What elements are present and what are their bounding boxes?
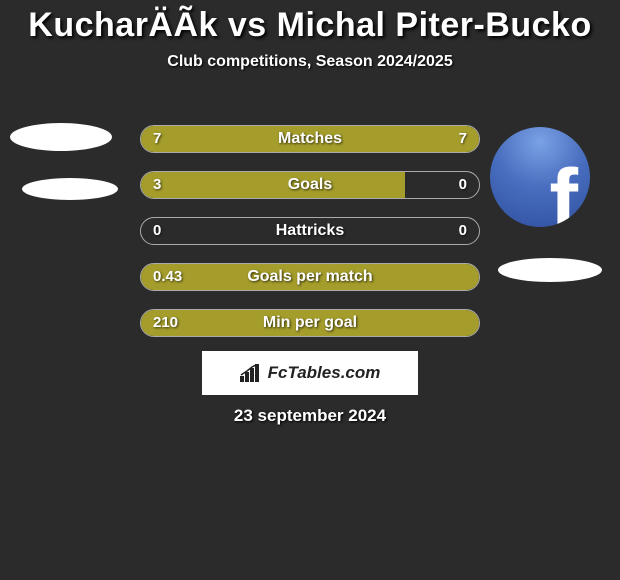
stat-row: 00Hattricks	[140, 217, 480, 245]
subtitle: Club competitions, Season 2024/2025	[0, 53, 620, 71]
bar-chart-icon	[240, 364, 262, 382]
stat-label: Goals per match	[141, 264, 479, 290]
date-text: 23 september 2024	[0, 406, 620, 426]
avatar-placeholder-right	[498, 258, 602, 282]
avatar-placeholder-left-bottom	[22, 178, 118, 200]
stat-label: Hattricks	[141, 218, 479, 244]
stat-label: Matches	[141, 126, 479, 152]
page-title: KucharÄÃ­k vs Michal Piter-Bucko	[0, 0, 620, 45]
stats-bars: 77Matches 30Goals 00Hattricks 0.43Goals per…	[140, 125, 480, 355]
stat-row: 77Matches	[140, 125, 480, 153]
stat-row: 30Goals	[140, 171, 480, 199]
credit-box[interactable]: FcTables.com	[202, 351, 418, 395]
credit-text: FcTables.com	[268, 363, 381, 383]
facebook-icon-letter: f	[549, 157, 578, 227]
comparison-card: KucharÄÃ­k vs Michal Piter-Bucko Club co…	[0, 0, 620, 580]
stat-label: Goals	[141, 172, 479, 198]
facebook-icon[interactable]: f	[490, 127, 590, 227]
stat-label: Min per goal	[141, 310, 479, 336]
stat-row: 210Min per goal	[140, 309, 480, 337]
stat-row: 0.43Goals per match	[140, 263, 480, 291]
avatar-placeholder-left-top	[10, 123, 112, 151]
